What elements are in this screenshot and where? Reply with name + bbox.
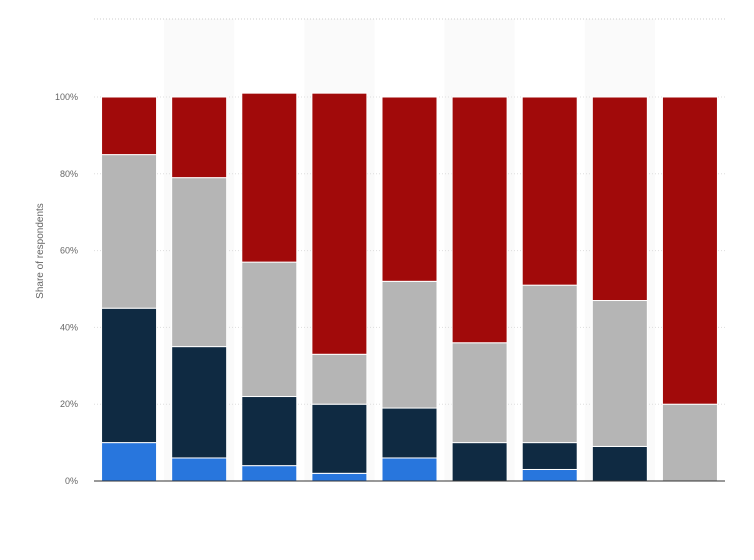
- bar-segment[interactable]: [381, 407, 438, 459]
- bar-segment[interactable]: [101, 96, 158, 156]
- bar-segment[interactable]: [101, 307, 158, 444]
- bar-segment[interactable]: [591, 96, 648, 302]
- bar-segment[interactable]: [521, 468, 578, 482]
- bar-segment[interactable]: [381, 457, 438, 482]
- bar-segment[interactable]: [381, 280, 438, 409]
- y-tick-label: 0%: [65, 476, 78, 486]
- bar-segment[interactable]: [311, 472, 368, 482]
- bar-segment[interactable]: [591, 300, 648, 447]
- bar-segment[interactable]: [171, 96, 228, 179]
- bar-segment[interactable]: [451, 342, 508, 444]
- bar-segment[interactable]: [241, 465, 298, 482]
- bar-segment[interactable]: [171, 177, 228, 348]
- bar-segment[interactable]: [311, 92, 368, 355]
- bar-segment[interactable]: [661, 403, 718, 482]
- bar-segment[interactable]: [311, 353, 368, 405]
- bar-segment[interactable]: [381, 96, 438, 282]
- y-tick-label: 40%: [60, 322, 78, 332]
- bar-segment[interactable]: [101, 154, 158, 309]
- bar-segment[interactable]: [451, 96, 508, 344]
- bar-segment[interactable]: [171, 457, 228, 482]
- bar-segment[interactable]: [171, 346, 228, 459]
- bar-segment[interactable]: [241, 396, 298, 467]
- bar-segment[interactable]: [591, 445, 648, 482]
- y-axis-label: Share of respondents: [35, 203, 46, 299]
- bars: [101, 92, 718, 482]
- bar-segment[interactable]: [101, 442, 158, 482]
- bar-segment[interactable]: [311, 403, 368, 474]
- y-tick-label: 20%: [60, 399, 78, 409]
- bar-segment[interactable]: [661, 96, 718, 405]
- bar-segment[interactable]: [241, 261, 298, 398]
- bar-segment[interactable]: [241, 92, 298, 263]
- y-tick-label: 100%: [55, 92, 78, 102]
- y-tick-label: 60%: [60, 246, 78, 256]
- bar-segment[interactable]: [451, 442, 508, 482]
- y-axis-ticks: 0% 20% 40% 60% 80% 100%: [55, 92, 78, 486]
- bar-segment[interactable]: [521, 442, 578, 470]
- y-tick-label: 80%: [60, 169, 78, 179]
- bar-segment[interactable]: [521, 284, 578, 444]
- bar-segment[interactable]: [521, 96, 578, 286]
